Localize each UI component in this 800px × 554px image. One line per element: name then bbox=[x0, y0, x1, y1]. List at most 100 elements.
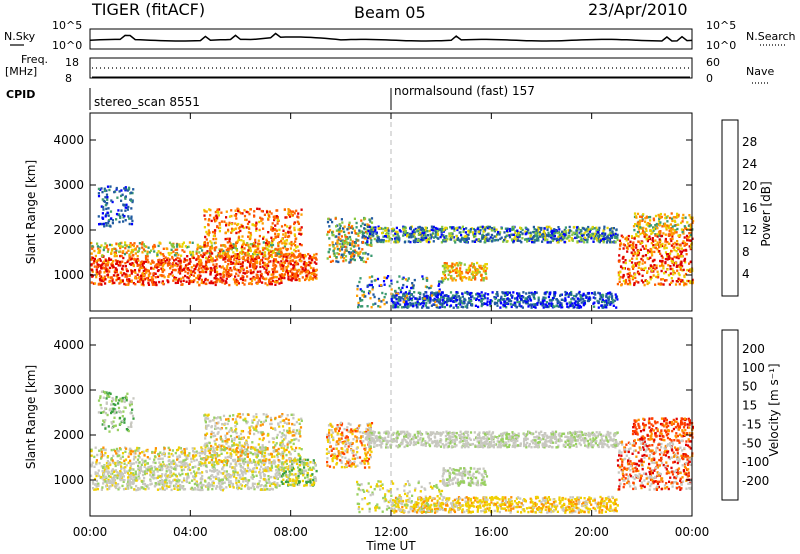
echo-cell bbox=[125, 251, 128, 254]
echo-cell bbox=[213, 281, 216, 284]
echo-cell bbox=[245, 484, 248, 487]
echo-cell bbox=[159, 251, 162, 255]
echo-cell bbox=[682, 217, 685, 220]
y-tick-label: 4000 bbox=[53, 133, 84, 147]
echo-cell bbox=[469, 264, 472, 267]
echo-cell bbox=[307, 253, 310, 256]
echo-cell bbox=[400, 290, 403, 294]
echo-cell bbox=[481, 294, 484, 298]
echo-cell bbox=[536, 302, 539, 305]
echo-cell bbox=[245, 266, 248, 269]
echo-cell bbox=[370, 280, 373, 283]
echo-cell bbox=[559, 294, 562, 297]
echo-cell bbox=[124, 247, 127, 250]
echo-cell bbox=[254, 249, 257, 252]
echo-cell bbox=[526, 230, 529, 234]
echo-cell bbox=[683, 283, 686, 287]
echo-cell bbox=[519, 226, 522, 229]
echo-cell bbox=[484, 263, 487, 266]
echo-cell bbox=[160, 259, 164, 262]
echo-cell bbox=[134, 247, 137, 250]
echo-cell bbox=[184, 259, 187, 262]
echo-cell bbox=[463, 237, 466, 241]
echo-cell bbox=[326, 233, 329, 236]
echo-cell bbox=[612, 233, 615, 236]
echo-cell bbox=[141, 282, 145, 285]
echo-cell bbox=[541, 240, 544, 243]
echo-cell bbox=[661, 278, 665, 281]
echo-cell bbox=[679, 262, 682, 265]
echo-cell bbox=[641, 245, 644, 248]
echo-cell bbox=[442, 239, 445, 242]
echo-cell bbox=[355, 251, 358, 254]
echo-cell bbox=[186, 271, 189, 275]
echo-cell bbox=[668, 283, 671, 286]
echo-cell bbox=[673, 255, 676, 259]
echo-cell bbox=[251, 277, 254, 280]
echo-cell bbox=[579, 232, 582, 235]
echo-cell bbox=[639, 232, 642, 236]
echo-cell bbox=[246, 222, 250, 226]
echo-cell bbox=[98, 223, 101, 226]
echo-cell bbox=[649, 278, 652, 281]
echo-cell bbox=[208, 218, 211, 221]
echo-cell bbox=[478, 264, 481, 267]
echo-cell bbox=[130, 272, 133, 275]
echo-cell bbox=[470, 262, 474, 265]
echo-cell bbox=[298, 253, 301, 256]
echo-cell bbox=[478, 292, 481, 296]
echo-cell bbox=[98, 274, 102, 278]
echo-cell bbox=[141, 251, 144, 254]
echo-cell bbox=[285, 239, 288, 242]
echo-cell bbox=[677, 254, 680, 258]
echo-cell bbox=[493, 226, 496, 229]
echo-cell bbox=[333, 247, 336, 250]
echo-cell bbox=[520, 241, 523, 244]
echo-cell bbox=[625, 281, 628, 284]
echo-cell bbox=[124, 206, 127, 209]
nave-tick-top: 60 bbox=[706, 56, 720, 69]
echo-cell bbox=[648, 267, 651, 270]
echo-cell bbox=[126, 269, 129, 273]
echo-cell bbox=[284, 234, 287, 237]
echo-cell bbox=[467, 237, 470, 240]
echo-cell bbox=[568, 301, 571, 304]
echo-cell bbox=[575, 236, 578, 239]
echo-cell bbox=[252, 253, 255, 256]
echo-cell bbox=[628, 271, 631, 275]
echo-cell bbox=[198, 278, 201, 281]
echo-cell bbox=[298, 279, 301, 282]
echo-cell bbox=[282, 275, 286, 278]
echo-cell bbox=[658, 215, 661, 218]
nave-tick-bottom: 0 bbox=[706, 72, 713, 85]
echo-cell bbox=[440, 230, 443, 233]
echo-cell bbox=[288, 213, 291, 217]
echo-cell bbox=[676, 215, 679, 218]
echo-cell bbox=[304, 266, 307, 270]
echo-cell bbox=[248, 212, 251, 216]
echo-cell bbox=[328, 255, 331, 258]
echo-cell bbox=[251, 264, 255, 267]
echo-cell bbox=[649, 264, 653, 268]
echo-cell bbox=[220, 266, 223, 269]
echo-cell bbox=[206, 260, 209, 263]
echo-cell bbox=[101, 190, 104, 194]
echo-cell bbox=[630, 235, 633, 238]
echo-cell bbox=[108, 258, 111, 261]
echo-cell bbox=[439, 235, 442, 239]
echo-cell bbox=[575, 231, 578, 234]
echo-cell bbox=[376, 240, 379, 243]
echo-cell bbox=[124, 197, 127, 200]
echo-cell bbox=[90, 241, 93, 245]
echo-cell bbox=[493, 301, 496, 304]
echo-cell bbox=[108, 188, 111, 192]
echo-cell bbox=[310, 257, 313, 260]
echo-cell bbox=[178, 267, 181, 270]
echo-cell bbox=[437, 280, 441, 283]
echo-cell bbox=[116, 260, 119, 263]
echo-cell bbox=[163, 488, 166, 491]
echo-cell bbox=[408, 232, 412, 236]
echo-cell bbox=[298, 278, 301, 281]
echo-cell bbox=[212, 237, 215, 241]
